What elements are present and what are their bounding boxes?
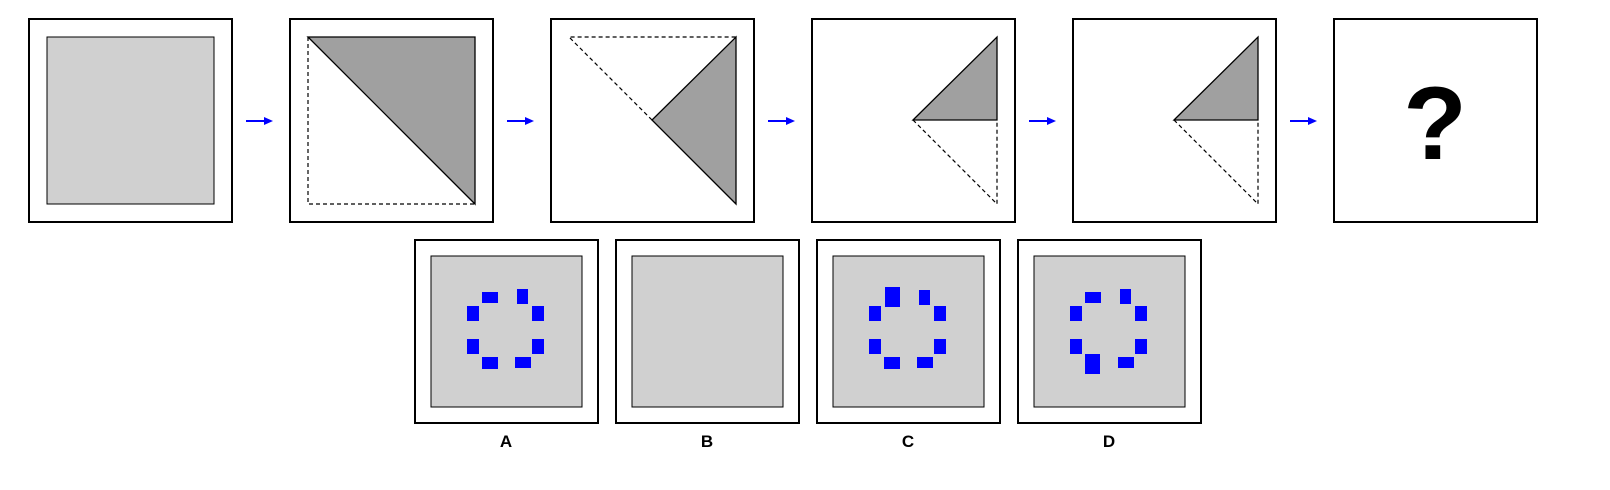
hole <box>1070 339 1082 354</box>
hole <box>1120 289 1131 304</box>
step-2-panel <box>289 18 494 223</box>
option-b-label: B <box>700 432 714 451</box>
option-b-paper <box>631 255 784 408</box>
hole <box>482 357 498 369</box>
option-c[interactable] <box>816 239 1001 424</box>
question-mark: ? <box>1403 66 1467 182</box>
hole <box>532 306 544 321</box>
hole <box>934 339 946 354</box>
hole <box>884 357 900 369</box>
hole <box>1135 339 1147 354</box>
question-frame <box>1333 18 1538 223</box>
option-c-paper <box>832 255 985 408</box>
hole <box>1070 306 1082 321</box>
option-d-label: D <box>1102 432 1116 451</box>
hole <box>1118 357 1134 368</box>
arrow-4 <box>1029 117 1056 125</box>
hole <box>482 292 498 303</box>
option-c-label: C <box>901 432 915 451</box>
hole <box>869 306 881 321</box>
option-a-label: A <box>499 432 513 451</box>
arrow-1 <box>246 117 273 125</box>
arrow-2 <box>507 117 534 125</box>
option-a-holes <box>467 289 544 369</box>
step-1-panel <box>28 18 233 223</box>
option-d-paper <box>1033 255 1186 408</box>
arrow-5 <box>1290 117 1317 125</box>
option-b[interactable] <box>615 239 800 424</box>
step-1-paper <box>46 36 215 205</box>
hole <box>515 357 531 368</box>
option-a-paper <box>430 255 583 408</box>
hole <box>917 357 933 368</box>
step-4-panel <box>811 18 1016 223</box>
arrow-3 <box>768 117 795 125</box>
step-5-folded-triangle <box>1172 35 1259 121</box>
step-5-panel <box>1072 18 1277 223</box>
hole <box>532 339 544 354</box>
option-d-holes <box>1070 289 1147 374</box>
hole <box>885 287 900 307</box>
step-2-folded-triangle <box>306 36 476 206</box>
hole <box>517 289 528 304</box>
question-panel: ? <box>1333 18 1538 223</box>
hole <box>934 306 946 321</box>
option-a[interactable] <box>414 239 599 424</box>
option-d[interactable] <box>1017 239 1202 424</box>
hole <box>919 290 930 305</box>
hole <box>467 339 479 354</box>
hole <box>467 306 479 321</box>
hole <box>1085 292 1101 303</box>
hole <box>1085 354 1100 374</box>
step-3-folded-triangle <box>651 35 737 206</box>
option-c-holes <box>869 287 946 369</box>
step-3-panel <box>550 18 755 223</box>
step-4-folded-triangle <box>911 35 998 121</box>
hole <box>1135 306 1147 321</box>
hole <box>869 339 881 354</box>
